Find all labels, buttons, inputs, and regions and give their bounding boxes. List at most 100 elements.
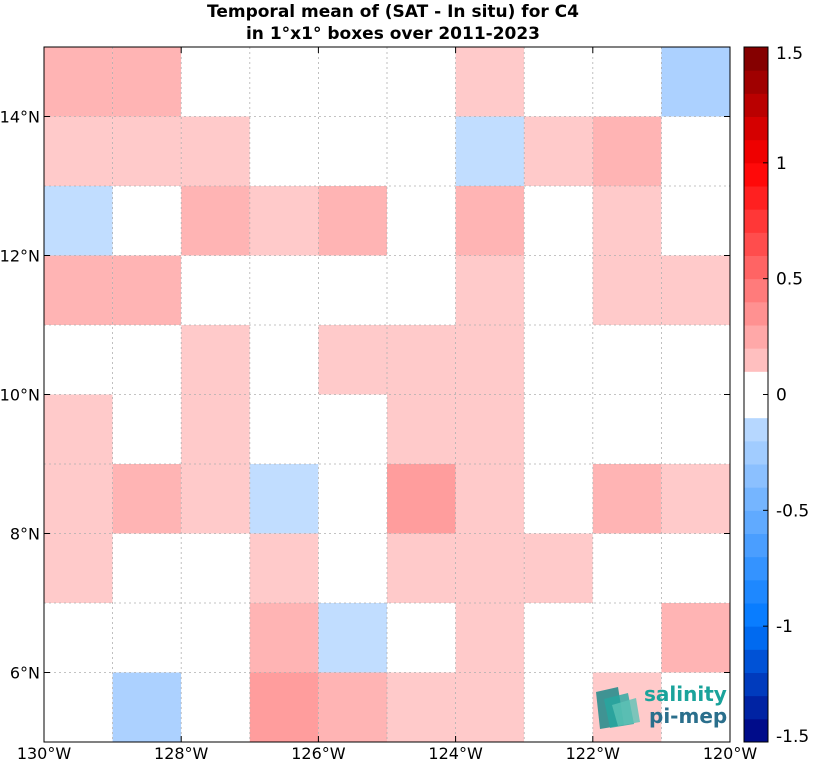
colorbar-segment bbox=[744, 371, 768, 395]
heatmap-cell bbox=[387, 255, 456, 325]
heatmap-cell bbox=[592, 47, 662, 117]
x-tick-label: 122°W bbox=[566, 744, 621, 763]
heatmap-cell bbox=[181, 672, 250, 742]
heatmap-cell bbox=[44, 325, 113, 395]
logo-text-pi-mep: pi-mep bbox=[649, 704, 727, 728]
colorbar-tick-label: 1.5 bbox=[776, 44, 803, 64]
heatmap-cell bbox=[524, 186, 593, 256]
heatmap-cell bbox=[181, 325, 250, 395]
heatmap-cell bbox=[455, 116, 525, 186]
heatmap-cell bbox=[44, 672, 113, 742]
heatmap-cell bbox=[592, 603, 662, 673]
heatmap-cell bbox=[661, 603, 730, 673]
heatmap-cell bbox=[181, 255, 250, 325]
colorbar-segment bbox=[744, 186, 768, 210]
heatmap-cell bbox=[44, 116, 113, 186]
colorbar-segment bbox=[744, 487, 768, 511]
heatmap-cell bbox=[112, 325, 182, 395]
colorbar-segment bbox=[744, 695, 768, 720]
colorbar-segment bbox=[744, 649, 768, 673]
colorbar-segment bbox=[744, 325, 768, 349]
colorbar-segment bbox=[744, 510, 768, 534]
colorbar-segment bbox=[744, 556, 768, 581]
heatmap-cell bbox=[592, 186, 662, 256]
heatmap-cell bbox=[592, 464, 662, 534]
heatmap-cell bbox=[387, 116, 456, 186]
x-tick-label: 124°W bbox=[428, 744, 483, 763]
heatmap-cell bbox=[249, 255, 319, 325]
heatmap-cell bbox=[318, 672, 387, 742]
logo-text-salinity: salinity bbox=[644, 682, 727, 706]
colorbar-segment bbox=[744, 70, 768, 94]
heatmap-cell bbox=[455, 325, 525, 395]
heatmap-cell bbox=[387, 603, 456, 673]
colorbar-segment bbox=[744, 47, 768, 71]
heatmap-cell bbox=[524, 672, 593, 742]
heatmap-cell bbox=[524, 533, 593, 603]
colorbar-segment bbox=[744, 301, 768, 326]
heatmap-cell bbox=[387, 464, 456, 534]
heatmap-cell bbox=[455, 394, 525, 464]
heatmap-cell bbox=[249, 186, 319, 256]
colorbar-segment bbox=[744, 440, 768, 465]
heatmap-cell bbox=[181, 186, 250, 256]
heatmap-cell bbox=[181, 603, 250, 673]
colorbar-segment bbox=[744, 718, 768, 743]
heatmap-cell bbox=[387, 47, 456, 117]
heatmap-cell bbox=[455, 47, 525, 117]
chart-title-line-1: Temporal mean of (SAT - In situ) for C4 bbox=[207, 2, 579, 22]
colorbar-tick-label: 0 bbox=[776, 386, 787, 406]
heatmap-cells bbox=[44, 47, 730, 742]
heatmap-cell bbox=[249, 464, 319, 534]
heatmap-cell bbox=[318, 47, 387, 117]
heatmap-cell bbox=[112, 603, 182, 673]
heatmap-cell bbox=[661, 464, 730, 534]
grid-lines bbox=[44, 47, 730, 742]
heatmap-cell bbox=[318, 255, 387, 325]
heatmap-cell bbox=[387, 533, 456, 603]
heatmap-cell bbox=[318, 394, 387, 464]
heatmap-cell bbox=[112, 255, 182, 325]
axis-ticks bbox=[43, 47, 731, 742]
heatmap-cell bbox=[661, 672, 730, 742]
colorbar-segment bbox=[744, 626, 768, 650]
colorbar-tick-label: -1 bbox=[776, 617, 793, 637]
heatmap-cell bbox=[318, 464, 387, 534]
colorbar-segment bbox=[744, 579, 768, 604]
colorbar-tick-labels: 1.5 1 0.5 0 -0.5 -1 -1.5 bbox=[776, 44, 809, 747]
x-tick-label: 128°W bbox=[154, 744, 209, 763]
logo-mark-icon bbox=[596, 687, 640, 729]
heatmap-cell bbox=[387, 672, 456, 742]
heatmap-cell bbox=[181, 394, 250, 464]
heatmap-cell bbox=[592, 394, 662, 464]
heatmap-cell bbox=[661, 325, 730, 395]
colorbar-segment bbox=[744, 464, 768, 488]
heatmap-cell bbox=[181, 116, 250, 186]
heatmap-cell bbox=[249, 533, 319, 603]
heatmap-cell bbox=[112, 464, 182, 534]
heatmap-cell bbox=[112, 116, 182, 186]
chart-title-line-2: in 1°x1° boxes over 2011-2023 bbox=[246, 24, 540, 44]
heatmap-cell bbox=[455, 255, 525, 325]
colorbar-segment bbox=[744, 278, 768, 303]
heatmap-cell bbox=[318, 116, 387, 186]
heatmap-cell bbox=[44, 603, 113, 673]
heatmap-cell bbox=[387, 394, 456, 464]
colorbar-segment bbox=[744, 417, 768, 442]
y-tick-label: 12°N bbox=[0, 247, 40, 266]
heatmap-cell bbox=[249, 47, 319, 117]
colorbar-segment bbox=[744, 533, 768, 558]
heatmap-cell bbox=[181, 533, 250, 603]
heatmap-cell bbox=[661, 255, 730, 325]
x-tick-labels: 130°W 128°W 126°W 124°W 122°W 120°W bbox=[17, 744, 758, 763]
x-tick-label: 126°W bbox=[291, 744, 346, 763]
colorbar bbox=[743, 46, 769, 743]
colorbar-segment bbox=[744, 162, 768, 187]
heatmap-cell bbox=[524, 47, 593, 117]
colorbar-tick-label: 1 bbox=[776, 154, 787, 174]
heatmap-cell bbox=[661, 533, 730, 603]
heatmap-cell bbox=[44, 394, 113, 464]
colorbar-segment bbox=[744, 209, 768, 233]
y-tick-label: 14°N bbox=[0, 108, 40, 127]
heatmap-cell bbox=[661, 394, 730, 464]
